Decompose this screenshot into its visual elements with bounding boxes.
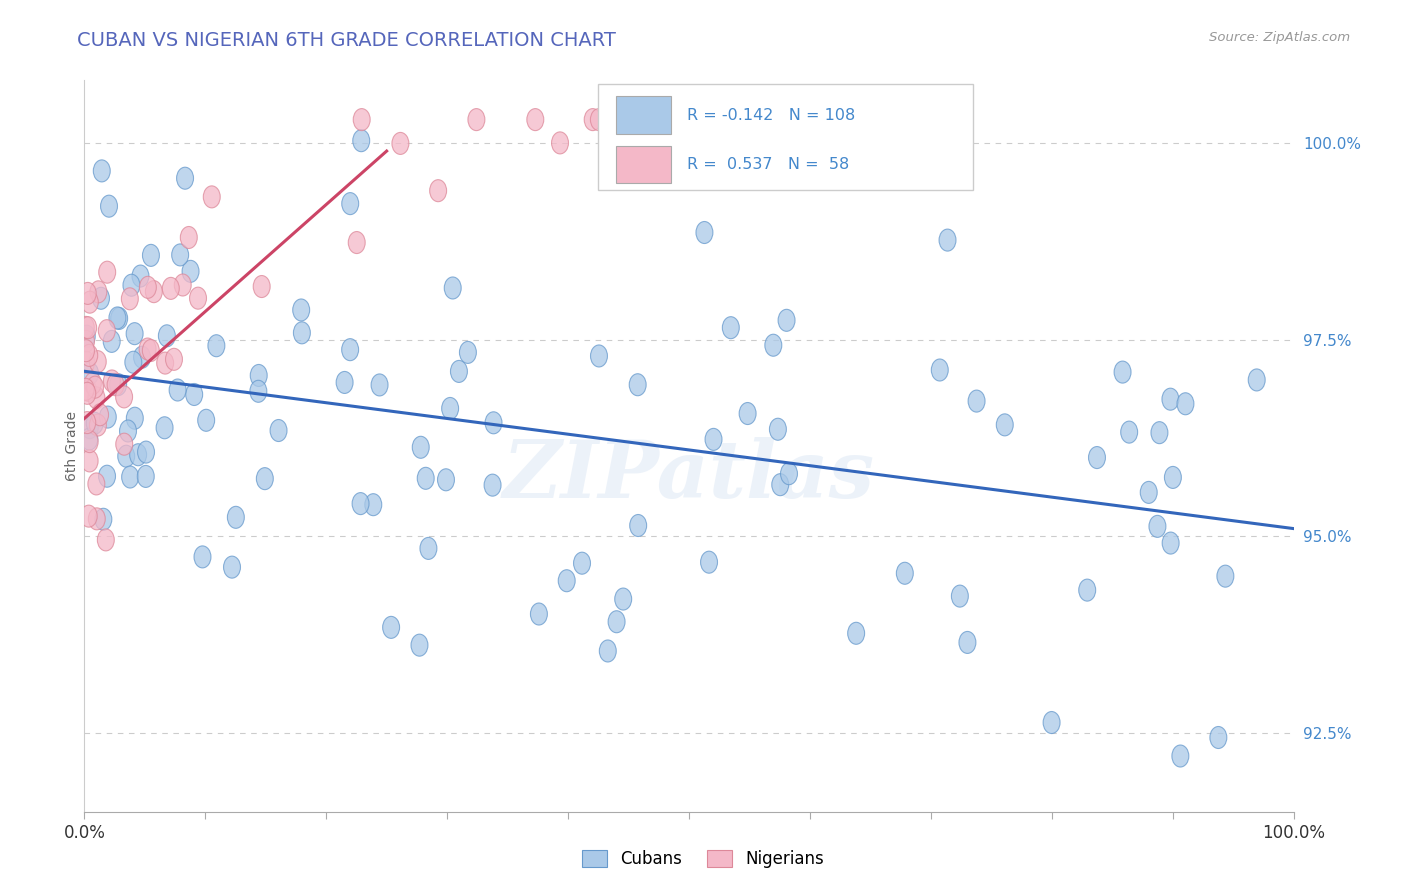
Text: R = -0.142   N = 108: R = -0.142 N = 108 xyxy=(686,108,855,123)
Text: ZIPatlas: ZIPatlas xyxy=(503,436,875,514)
Y-axis label: 6th Grade: 6th Grade xyxy=(65,411,79,481)
Legend: Cubans, Nigerians: Cubans, Nigerians xyxy=(575,843,831,875)
Text: R =  0.537   N =  58: R = 0.537 N = 58 xyxy=(686,157,849,172)
FancyBboxPatch shape xyxy=(616,146,671,184)
Text: CUBAN VS NIGERIAN 6TH GRADE CORRELATION CHART: CUBAN VS NIGERIAN 6TH GRADE CORRELATION … xyxy=(77,31,616,50)
FancyBboxPatch shape xyxy=(599,84,973,190)
FancyBboxPatch shape xyxy=(616,96,671,134)
Text: Source: ZipAtlas.com: Source: ZipAtlas.com xyxy=(1209,31,1350,45)
